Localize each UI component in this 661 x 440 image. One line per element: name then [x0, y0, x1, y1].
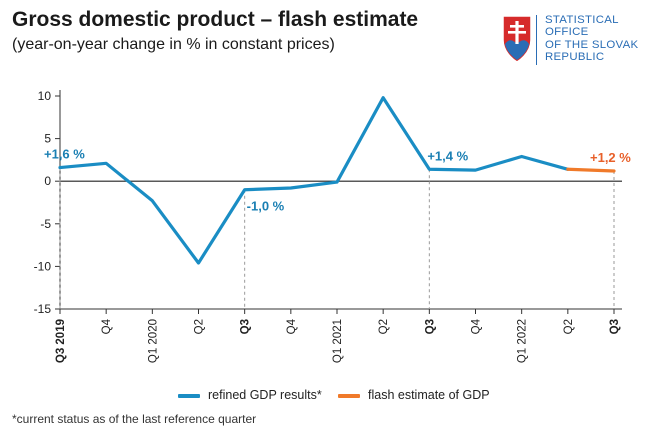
- legend-item-flash: flash estimate of GDP: [338, 388, 490, 402]
- logo-line: STATISTICAL: [545, 14, 619, 26]
- series-line-flash: [566, 167, 616, 173]
- logo-divider: [536, 15, 537, 65]
- x-tick-label: Q4: [471, 318, 483, 334]
- statistical-office-logo: [502, 15, 532, 63]
- data-label: +1,4 %: [427, 148, 468, 163]
- y-tick-label: -10: [34, 259, 52, 273]
- x-tick-label: Q1 2022: [517, 319, 529, 363]
- x-tick-label: Q3 2019: [55, 319, 67, 363]
- series-line-refined: [58, 96, 570, 265]
- y-tick-label: -15: [34, 302, 52, 316]
- legend-label-refined: refined GDP results*: [208, 388, 322, 402]
- legend-swatch-flash: [338, 393, 360, 398]
- x-tick-label: Q3: [240, 319, 252, 334]
- x-tick-label: Q3: [609, 319, 621, 334]
- slovak-coat-of-arms-icon: [502, 15, 532, 63]
- logo-line: REPUBLIC: [545, 51, 605, 64]
- x-tick-label: Q4: [286, 318, 298, 334]
- legend-label-flash: flash estimate of GDP: [368, 388, 490, 402]
- chart-title: Gross domestic product – flash estimate: [12, 8, 419, 31]
- data-label: +1,6 %: [44, 147, 85, 162]
- data-label: +1,2 %: [590, 150, 631, 165]
- x-tick-label: Q2: [378, 319, 390, 334]
- x-tick-label: Q4: [101, 318, 113, 334]
- y-tick-label: 10: [38, 89, 52, 103]
- y-tick-label: -5: [40, 217, 51, 231]
- x-tick-label: Q3: [424, 319, 436, 334]
- y-tick-label: 5: [44, 132, 51, 146]
- x-tick-label: Q2: [194, 319, 206, 334]
- x-tick-label: Q1 2021: [332, 319, 344, 363]
- x-tick-label: Q2: [563, 319, 575, 334]
- logo-line: OFFICE: [545, 26, 589, 39]
- legend-swatch-refined: [178, 393, 200, 398]
- data-label: -1,0 %: [247, 199, 285, 214]
- logo-line: OF THE SLOVAK: [545, 38, 639, 51]
- chart-subtitle: (year-on-year change in % in constant pr…: [12, 36, 335, 53]
- logo-text: STATISTICAL OFFICE OF THE SLOVAK REPUBLI…: [545, 14, 657, 64]
- y-tick-label: 0: [44, 174, 51, 188]
- footnote: *current status as of the last reference…: [12, 412, 257, 426]
- x-tick-label: Q1 2020: [147, 319, 159, 363]
- legend-item-refined: refined GDP results*: [178, 388, 322, 402]
